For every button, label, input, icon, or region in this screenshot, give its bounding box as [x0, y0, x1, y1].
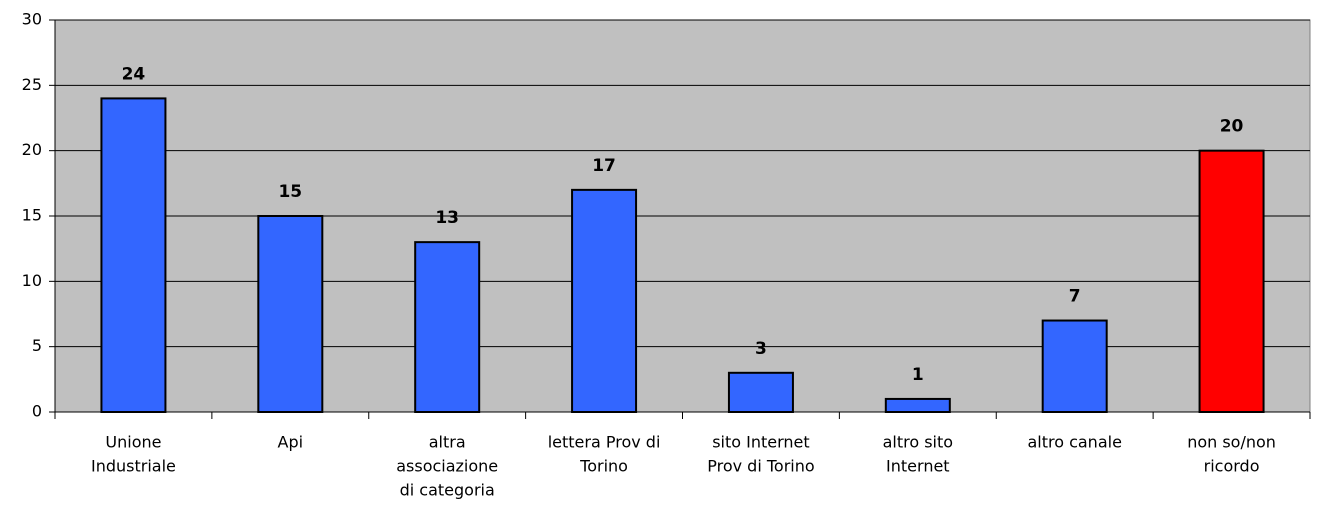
- value-label: 3: [755, 339, 767, 359]
- value-label: 7: [1069, 287, 1081, 307]
- x-tick-label: di categoria: [400, 481, 495, 500]
- value-label: 15: [278, 182, 302, 202]
- value-label: 24: [122, 64, 146, 84]
- x-tick-label: Prov di Torino: [707, 457, 814, 476]
- value-label: 17: [592, 156, 616, 176]
- y-tick-label: 10: [22, 271, 42, 290]
- value-label: 1: [912, 365, 924, 385]
- bar: [1041, 319, 1108, 413]
- x-tick-label: associazione: [396, 457, 498, 476]
- x-tick-label: altro sito: [883, 433, 953, 452]
- x-tick-label: ricordo: [1204, 457, 1260, 476]
- x-tick-label: non so/non: [1187, 433, 1276, 452]
- x-tick-label: Industriale: [91, 457, 176, 476]
- bar: [257, 215, 324, 413]
- y-tick-label: 15: [22, 206, 42, 225]
- y-tick-label: 30: [22, 10, 42, 29]
- x-tick-label: Api: [278, 433, 304, 452]
- y-tick-label: 25: [22, 75, 42, 94]
- bar: [100, 97, 167, 414]
- bar: [727, 371, 794, 413]
- y-tick-label: 20: [22, 140, 42, 159]
- value-label: 20: [1220, 117, 1244, 137]
- x-tick-label: lettera Prov di: [548, 433, 661, 452]
- bar: [884, 397, 951, 413]
- y-tick-label: 0: [32, 402, 42, 421]
- x-tick-label: Unione: [105, 433, 161, 452]
- bar: [571, 188, 638, 413]
- x-tick-label: Internet: [886, 457, 950, 476]
- x-tick-label: Torino: [579, 457, 628, 476]
- bar: [414, 241, 481, 413]
- x-tick-label: sito Internet: [712, 433, 809, 452]
- bar: [1198, 149, 1265, 414]
- y-tick-label: 5: [32, 336, 42, 355]
- value-label: 13: [435, 208, 459, 228]
- x-tick-label: altra: [429, 433, 466, 452]
- x-tick-label: altro canale: [1027, 433, 1121, 452]
